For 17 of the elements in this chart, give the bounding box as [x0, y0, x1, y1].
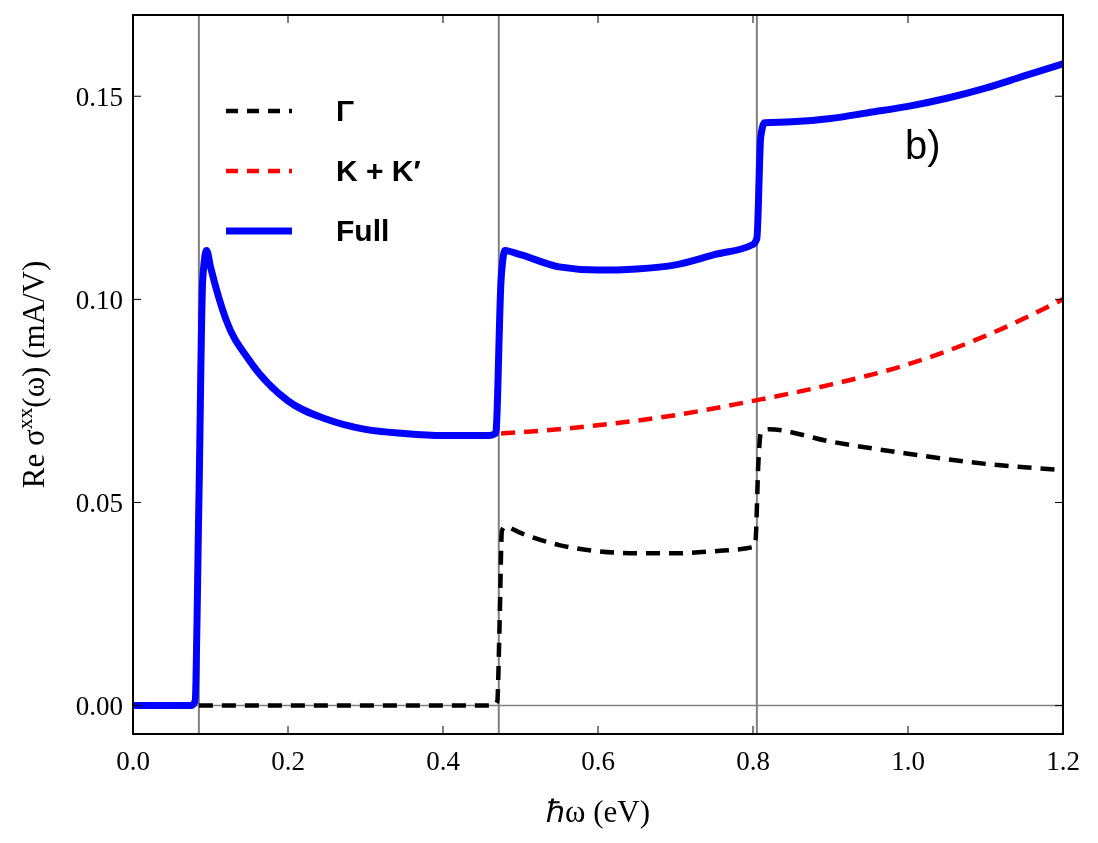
- x-tick-label: 1.2: [1046, 746, 1080, 776]
- x-tick-label: 0.8: [736, 746, 770, 776]
- annotation: b): [904, 122, 941, 167]
- legend-label: K + K′: [336, 154, 421, 188]
- legend-label: Full: [336, 214, 390, 248]
- x-tick-label: 0.4: [426, 746, 461, 776]
- x-tick-label: 0.0: [116, 746, 150, 776]
- x-tick-label: 0.6: [581, 746, 615, 776]
- y-tick-label: 0.15: [75, 81, 123, 112]
- line-series: [498, 297, 1063, 436]
- x-tick-label: 0.2: [271, 746, 305, 776]
- y-tick-label: 0.05: [75, 487, 123, 518]
- y-tick-label: 0.00: [75, 691, 123, 722]
- legend-label: Γ: [336, 94, 355, 128]
- y-tick-label: 0.10: [75, 284, 123, 315]
- x-tick-label: 1.0: [891, 746, 925, 776]
- x-axis-title: ℏω (eV): [546, 794, 650, 829]
